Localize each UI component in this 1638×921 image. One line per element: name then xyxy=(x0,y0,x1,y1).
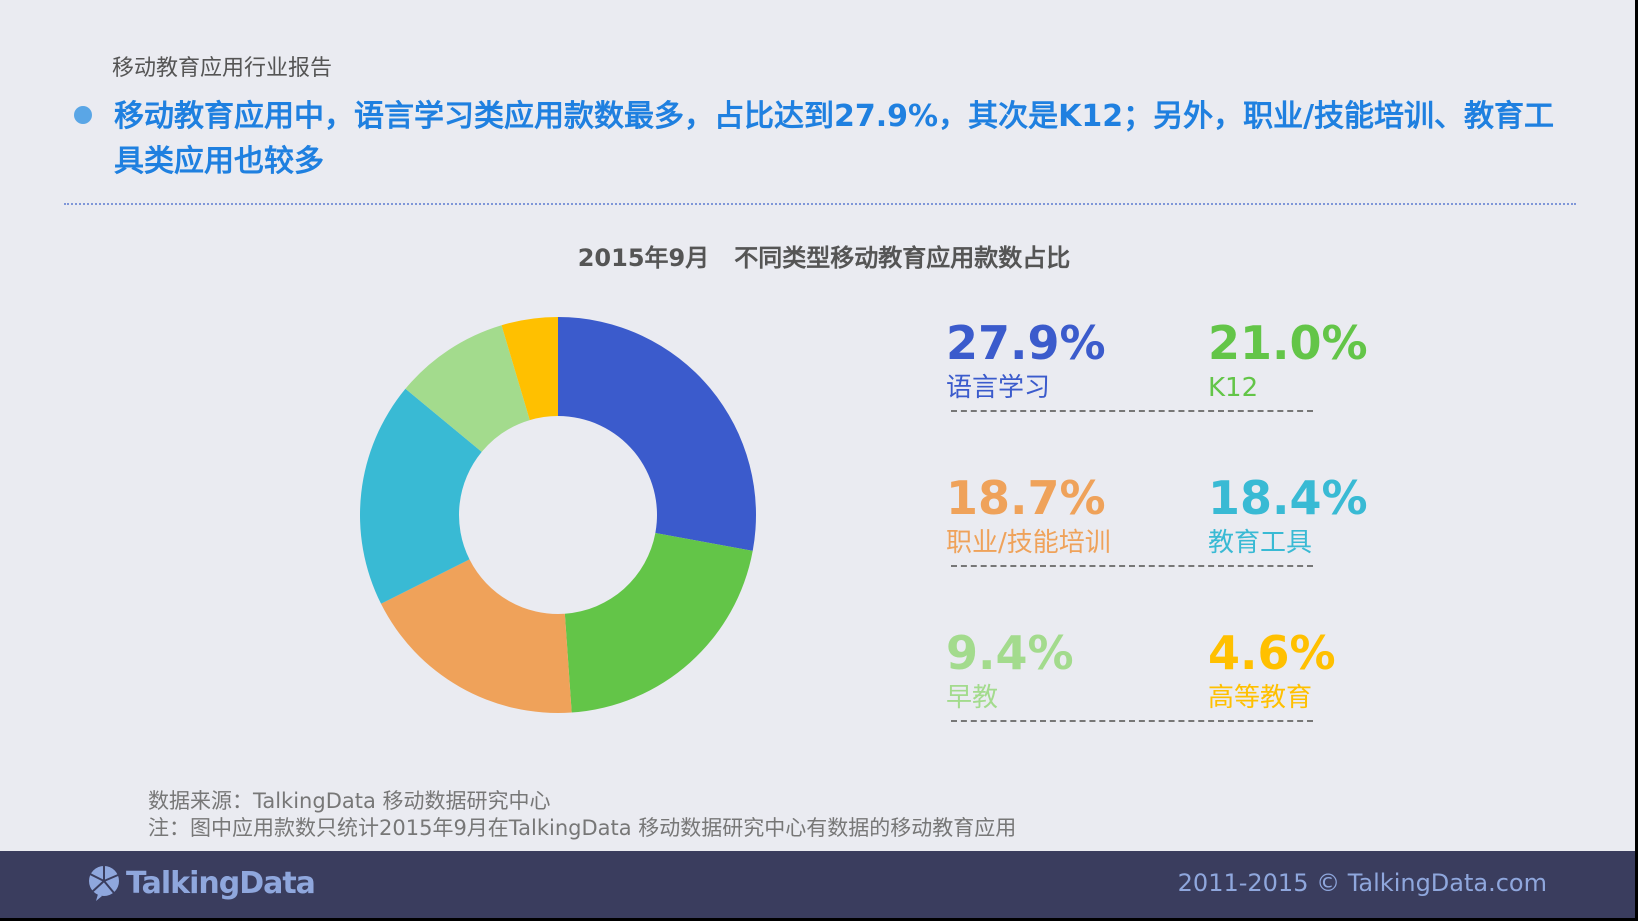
footer: TalkingData 2011-2015 © TalkingData.com xyxy=(0,851,1635,918)
copyright: 2011-2015 © TalkingData.com xyxy=(1177,869,1547,897)
source-line: 数据来源：TalkingData 移动数据研究中心 xyxy=(148,789,551,813)
legend-value: 18.7% xyxy=(946,471,1106,525)
legend-value: 21.0% xyxy=(1208,316,1368,370)
headline: 移动教育应用中，语言学习类应用款数最多，占比达到27.9%，其次是K12；另外，… xyxy=(114,99,1555,179)
legend-divider xyxy=(951,410,1313,412)
talkingdata-logo: TalkingData xyxy=(86,865,316,901)
donut-slice-3 xyxy=(360,388,482,604)
donut-slice-0 xyxy=(558,317,756,551)
legend-label: K12 xyxy=(1208,373,1259,403)
legend-value: 27.9% xyxy=(946,316,1106,370)
report-subtitle: 移动教育应用行业报告 xyxy=(112,56,333,81)
legend-label: 职业/技能培训 xyxy=(946,528,1111,558)
logo-text: TalkingData xyxy=(126,865,316,901)
chart-title: 2015年9月 不同类型移动教育应用款数占比 xyxy=(577,244,1071,272)
logo-icon xyxy=(89,866,119,901)
note-line: 注：图中应用款数只统计2015年9月在TalkingData 移动数据研究中心有… xyxy=(148,816,1017,840)
legend-value: 18.4% xyxy=(1208,471,1368,525)
legend-divider xyxy=(951,565,1313,567)
legend-label: 高等教育 xyxy=(1208,683,1313,713)
legend-divider xyxy=(951,720,1313,722)
donut-slice-5 xyxy=(501,317,558,421)
donut-slice-1 xyxy=(564,532,753,713)
source-note: 数据来源：TalkingData 移动数据研究中心 注：图中应用款数只统计201… xyxy=(148,788,1016,842)
bullet-icon xyxy=(74,106,92,124)
legend-label: 语言学习 xyxy=(946,373,1051,403)
legend-label: 早教 xyxy=(946,683,999,713)
donut-slice-2 xyxy=(381,559,572,713)
legend-value: 9.4% xyxy=(946,626,1074,680)
dotted-divider xyxy=(64,203,1576,205)
donut-chart xyxy=(360,317,756,713)
legend-label: 教育工具 xyxy=(1208,528,1313,558)
legend-value: 4.6% xyxy=(1208,626,1336,680)
donut-slice-4 xyxy=(405,325,530,452)
